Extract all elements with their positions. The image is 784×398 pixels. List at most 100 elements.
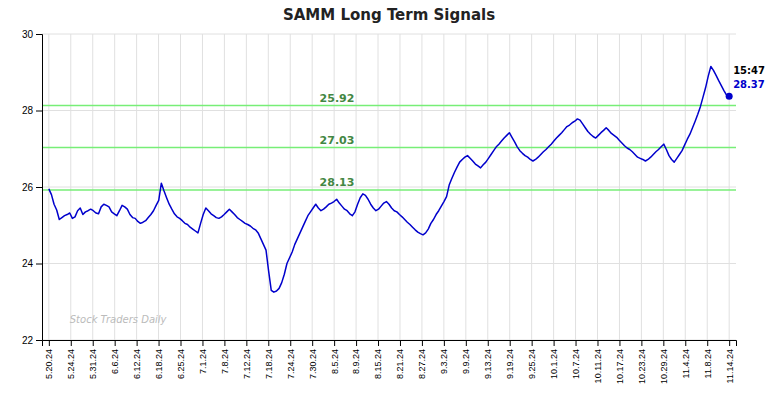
x-grid-line <box>114 34 115 340</box>
x-tick-mark <box>488 340 489 346</box>
x-tick-mark <box>159 340 160 346</box>
x-axis-line <box>43 341 737 347</box>
x-tick-mark <box>510 340 511 346</box>
y-tick-label: 22 <box>22 335 34 346</box>
y-tick-label: 30 <box>22 29 34 40</box>
x-tick-label: 8.27.24 <box>417 349 427 379</box>
x-tick-mark <box>137 340 138 346</box>
title: SAMM Long Term Signals <box>283 6 495 24</box>
x-grid-line <box>399 34 400 340</box>
y-tick: 26 <box>22 182 42 193</box>
x-tick: 9.3.24 <box>439 340 449 374</box>
y-tick-mark <box>36 111 42 112</box>
texts: 28.1327.0325.9215:4728.37Stock Traders D… <box>70 65 765 325</box>
x-tick-mark <box>422 340 423 346</box>
x-grid-line <box>465 34 466 340</box>
x-grid-line <box>443 34 444 340</box>
x-tick-label: 9.9.24 <box>461 349 471 374</box>
x-tick-label: 7.8.24 <box>220 349 230 374</box>
x-tick-label: 8.21.24 <box>395 349 405 379</box>
x-grid-line <box>268 34 269 340</box>
x-tick-mark <box>685 340 686 346</box>
x-tick: 8.27.24 <box>417 340 427 379</box>
x-grid-line <box>290 34 291 340</box>
x-tick-mark <box>115 340 116 346</box>
x-tick: 6.12.24 <box>132 340 142 379</box>
y-tick: 28 <box>22 105 42 116</box>
x-tick-label: 7.30.24 <box>308 349 318 379</box>
x-grid-line <box>663 34 664 340</box>
reference-line <box>42 189 736 191</box>
reference-label: 27.03 <box>320 134 355 147</box>
x-grid-line <box>70 34 71 340</box>
x-tick: 5.24.24 <box>66 340 76 379</box>
y-tick-label: 24 <box>22 258 34 269</box>
x-grid-line <box>92 34 93 340</box>
y-tick: 22 <box>22 335 42 346</box>
y-tick-label: 28 <box>22 105 34 116</box>
x-tick-mark <box>641 340 642 346</box>
x-tick-label: 11.14.24 <box>725 349 735 383</box>
x-tick-label: 6.12.24 <box>132 349 142 379</box>
x-tick-mark <box>49 340 50 346</box>
x-grid-line <box>509 34 510 340</box>
x-tick-label: 11.8.24 <box>703 349 713 378</box>
y-tick-mark <box>36 34 42 35</box>
x-tick: 6.6.24 <box>110 340 120 374</box>
y-tick-mark <box>36 340 42 341</box>
x-tick: 9.25.24 <box>527 340 537 379</box>
x-tick-mark <box>532 340 533 346</box>
x-tick-mark <box>663 340 664 346</box>
x-tick: 10.23.24 <box>637 340 647 384</box>
x-tick-label: 7.12.24 <box>242 349 252 379</box>
x-tick-mark <box>268 340 269 346</box>
x-grid-line <box>202 34 203 340</box>
y-axis: 22 24 26 28 30 <box>22 29 43 346</box>
x-tick: 7.8.24 <box>220 340 230 374</box>
reference-line <box>42 147 736 149</box>
x-tick-mark <box>312 340 313 346</box>
y-grid-line <box>42 263 736 264</box>
x-tick-label: 10.11.24 <box>593 349 603 383</box>
x-tick: 6.25.24 <box>176 340 186 379</box>
x-tick: 7.1.24 <box>198 340 208 374</box>
x-grid-line <box>531 34 532 340</box>
x-tick-label: 5.20.24 <box>44 349 54 379</box>
x-tick-label: 8.9.24 <box>351 349 361 374</box>
x-grid-line <box>158 34 159 340</box>
x-tick-mark <box>576 340 577 346</box>
last-point <box>726 93 733 100</box>
x-tick-mark <box>71 340 72 346</box>
x-tick-label: 10.1.24 <box>549 349 559 379</box>
y-grid-line <box>42 110 736 111</box>
x-tick: 11.14.24 <box>725 340 735 383</box>
x-tick: 8.9.24 <box>351 340 361 374</box>
x-tick-label: 6.18.24 <box>154 349 164 379</box>
x-tick-mark <box>466 340 467 346</box>
x-tick-mark <box>554 340 555 346</box>
x-tick: 10.11.24 <box>593 340 603 383</box>
x-grid-line <box>597 34 598 340</box>
x-tick: 9.19.24 <box>505 340 515 379</box>
y-axis-line <box>36 35 43 341</box>
x-tick-label: 7.24.24 <box>286 349 296 379</box>
x-grid-line <box>487 34 488 340</box>
x-tick-label: 8.5.24 <box>330 349 340 374</box>
x-tick: 5.31.24 <box>88 340 98 379</box>
x-grid-line <box>685 34 686 340</box>
x-grid-line <box>553 34 554 340</box>
x-tick-mark <box>290 340 291 346</box>
y-grid-line <box>42 34 736 35</box>
x-tick: 10.7.24 <box>571 340 581 379</box>
x-tick-mark <box>334 340 335 346</box>
y-tick-mark <box>36 264 42 265</box>
x-tick: 7.24.24 <box>286 340 296 379</box>
x-tick-label: 7.1.24 <box>198 349 208 374</box>
annotation: 15:47 <box>733 65 765 76</box>
x-tick-label: 10.17.24 <box>615 349 625 384</box>
x-tick: 8.21.24 <box>395 340 405 379</box>
x-tick-mark <box>378 340 379 346</box>
x-tick: 9.9.24 <box>461 340 471 374</box>
x-tick-label: 7.18.24 <box>264 349 274 379</box>
x-tick-mark <box>93 340 94 346</box>
